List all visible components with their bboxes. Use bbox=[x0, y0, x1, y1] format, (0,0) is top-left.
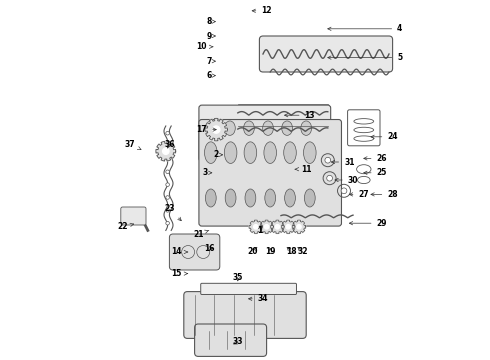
Text: 11: 11 bbox=[295, 165, 312, 174]
Text: 34: 34 bbox=[248, 294, 268, 303]
Polygon shape bbox=[281, 220, 295, 234]
Ellipse shape bbox=[205, 121, 216, 135]
Circle shape bbox=[166, 170, 170, 174]
Circle shape bbox=[163, 148, 169, 154]
Text: 13: 13 bbox=[285, 111, 315, 120]
Ellipse shape bbox=[263, 121, 273, 135]
Text: 23: 23 bbox=[164, 204, 181, 221]
Text: 35: 35 bbox=[233, 273, 243, 282]
Text: 15: 15 bbox=[172, 269, 188, 278]
Circle shape bbox=[275, 225, 280, 229]
Text: 19: 19 bbox=[265, 248, 275, 256]
Ellipse shape bbox=[264, 142, 276, 163]
Text: 25: 25 bbox=[364, 168, 387, 177]
Ellipse shape bbox=[224, 142, 237, 163]
Polygon shape bbox=[292, 220, 306, 234]
Ellipse shape bbox=[224, 121, 235, 135]
Text: 20: 20 bbox=[247, 247, 257, 256]
Text: 33: 33 bbox=[233, 338, 243, 346]
Ellipse shape bbox=[304, 189, 315, 207]
Text: 22: 22 bbox=[117, 222, 134, 231]
Text: 27: 27 bbox=[349, 190, 369, 199]
Ellipse shape bbox=[282, 121, 293, 135]
Text: 29: 29 bbox=[349, 219, 387, 228]
Text: 5: 5 bbox=[328, 53, 402, 62]
Circle shape bbox=[297, 225, 301, 229]
Text: 6: 6 bbox=[206, 71, 216, 80]
FancyBboxPatch shape bbox=[184, 292, 306, 338]
Polygon shape bbox=[270, 220, 284, 234]
Circle shape bbox=[166, 208, 170, 212]
Text: 12: 12 bbox=[252, 6, 272, 15]
Text: 8: 8 bbox=[206, 17, 216, 26]
Text: 1: 1 bbox=[257, 226, 262, 235]
Text: 26: 26 bbox=[364, 154, 387, 163]
Polygon shape bbox=[205, 118, 227, 141]
Circle shape bbox=[166, 131, 170, 135]
Circle shape bbox=[341, 188, 347, 194]
Ellipse shape bbox=[284, 142, 296, 163]
Ellipse shape bbox=[225, 189, 236, 207]
Text: 4: 4 bbox=[328, 24, 402, 33]
Circle shape bbox=[327, 175, 333, 181]
Circle shape bbox=[166, 183, 170, 186]
Text: 16: 16 bbox=[204, 244, 214, 253]
Polygon shape bbox=[249, 220, 263, 234]
Text: 14: 14 bbox=[172, 248, 188, 256]
Ellipse shape bbox=[265, 189, 275, 207]
Ellipse shape bbox=[204, 142, 217, 163]
Text: 24: 24 bbox=[371, 132, 398, 141]
Polygon shape bbox=[260, 220, 273, 234]
Circle shape bbox=[166, 157, 170, 161]
FancyBboxPatch shape bbox=[170, 234, 220, 270]
Text: 21: 21 bbox=[193, 230, 209, 239]
Text: 32: 32 bbox=[297, 247, 308, 256]
Circle shape bbox=[166, 144, 170, 148]
Circle shape bbox=[325, 157, 331, 163]
Text: 7: 7 bbox=[206, 57, 216, 66]
Ellipse shape bbox=[245, 189, 256, 207]
Ellipse shape bbox=[303, 142, 316, 163]
FancyBboxPatch shape bbox=[259, 36, 392, 72]
Text: 3: 3 bbox=[203, 168, 212, 177]
Text: 37: 37 bbox=[124, 140, 141, 150]
Circle shape bbox=[265, 225, 269, 229]
Text: 30: 30 bbox=[335, 176, 358, 185]
Ellipse shape bbox=[301, 121, 312, 135]
Ellipse shape bbox=[244, 142, 257, 163]
Ellipse shape bbox=[244, 121, 254, 135]
Text: 31: 31 bbox=[331, 158, 355, 166]
Circle shape bbox=[166, 196, 170, 199]
Circle shape bbox=[166, 221, 170, 225]
FancyBboxPatch shape bbox=[347, 110, 380, 146]
FancyBboxPatch shape bbox=[121, 207, 146, 225]
Text: 36: 36 bbox=[164, 140, 174, 149]
Text: 28: 28 bbox=[371, 190, 398, 199]
Circle shape bbox=[254, 225, 258, 229]
Ellipse shape bbox=[285, 189, 295, 207]
Circle shape bbox=[213, 126, 220, 133]
Text: 9: 9 bbox=[206, 32, 216, 41]
Ellipse shape bbox=[205, 189, 216, 207]
FancyBboxPatch shape bbox=[201, 283, 296, 294]
FancyBboxPatch shape bbox=[199, 120, 342, 226]
Circle shape bbox=[286, 225, 291, 229]
Text: 2: 2 bbox=[214, 150, 222, 159]
Text: 17: 17 bbox=[196, 125, 216, 134]
Text: 10: 10 bbox=[196, 42, 213, 51]
FancyBboxPatch shape bbox=[199, 105, 331, 161]
FancyBboxPatch shape bbox=[195, 324, 267, 356]
Text: 18: 18 bbox=[287, 247, 297, 256]
Polygon shape bbox=[156, 141, 176, 161]
